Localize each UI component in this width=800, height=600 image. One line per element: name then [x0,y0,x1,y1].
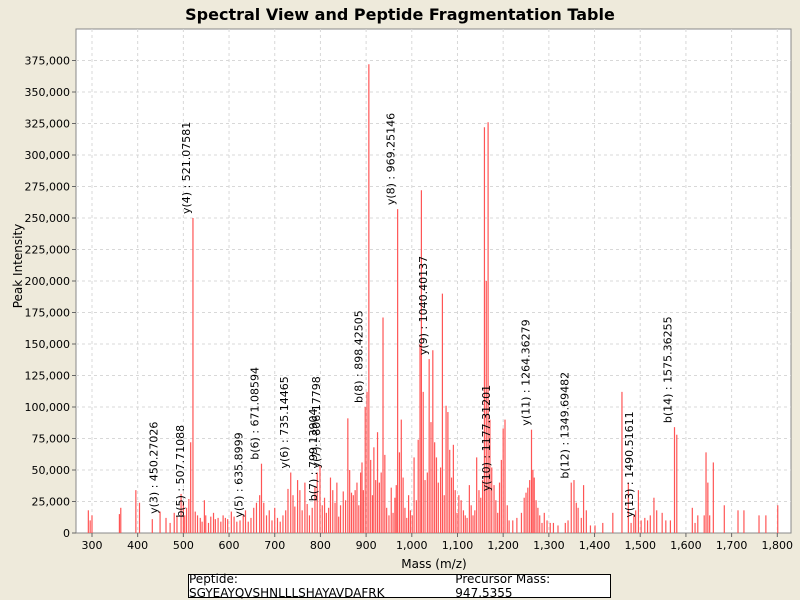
fragment-label: b(14) : 1575.36255 [662,316,675,423]
y-axis-label: Peak Intensity [11,224,25,309]
x-tick-label: 900 [356,539,377,552]
fragment-label: y(5) : 635.8999 [232,432,245,517]
y-tick-label: 50,000 [32,464,71,477]
x-tick-label: 1,100 [442,539,474,552]
y-tick-label: 225,000 [25,244,71,257]
fragment-annotations: y(3) : 450.27026 b(5) : 507.71088 y(4) : 5… [148,113,675,518]
x-tick-label: 1,600 [670,539,702,552]
fragment-label: b(7) : 799.13904 [307,409,320,502]
fragment-label: y(11) : 1264.36279 [520,319,533,425]
peptide-info-box: Peptide: SGYEAYQVSHNLLLSHAYAVDAFRK Precu… [188,572,611,600]
fragment-label: b(12) : 1349.69482 [559,372,572,479]
x-tick-label: 500 [173,539,194,552]
fragment-label: b(6) : 671.08594 [249,367,262,460]
fragment-label: y(6) : 735.14465 [278,376,291,468]
y-tick-label: 100,000 [25,401,71,414]
fragment-label: b(8) : 898.42505 [352,310,365,403]
fragment-label: y(3) : 450.27026 [148,422,161,514]
x-tick-label: 1,200 [487,539,519,552]
y-tick-label: 25,000 [32,496,71,509]
x-tick-label: 1,500 [624,539,656,552]
y-tick-label: 200,000 [25,275,71,288]
precursor-mass: Precursor Mass: 947.5355 [455,572,551,600]
peptide-sequence: Peptide: SGYEAYQVSHNLLLSHAYAVDAFRK [189,572,385,600]
y-tick-label: 125,000 [25,370,71,383]
x-tick-label: 300 [81,539,102,552]
x-axis-label: Mass (m/z) [401,557,466,571]
y-tick-label: 0 [63,527,70,540]
x-tick-label: 700 [264,539,285,552]
x-tick-label: 1,700 [716,539,748,552]
y-tick-label: 150,000 [25,338,71,351]
x-tick-label: 1,800 [762,539,794,552]
x-tick-label: 1,300 [533,539,565,552]
fragment-label: y(4) : 521.07581 [180,122,193,214]
y-tick-label: 250,000 [25,212,71,225]
fragment-label: y(13) : 1490.51611 [623,411,636,517]
peak-series [87,64,779,533]
chart-title: Spectral View and Peptide Fragmentation … [185,5,615,24]
y-tick-label: 375,000 [25,55,71,68]
y-tick-label: 175,000 [25,307,71,320]
x-tick-label: 400 [127,539,148,552]
x-tick-label: 1,400 [579,539,611,552]
fragment-label: y(7) : 806.17798 [310,376,323,468]
fragment-label: y(8) : 969.25146 [385,113,398,205]
y-tick-label: 350,000 [25,86,71,99]
y-tick-label: 325,000 [25,118,71,131]
fragment-label: y(9) : 1040.40137 [417,256,430,355]
y-tick-label: 275,000 [25,181,71,194]
x-tick-label: 600 [219,539,240,552]
axes: 0 25,000 50,000 75,000 100,000 125,000 150,000… [25,55,794,553]
grid-lines [76,29,791,533]
x-tick-label: 800 [310,539,331,552]
fragment-label: b(5) : 507.71088 [174,425,187,518]
fragment-label: y(10) : 1177.31201 [480,385,493,491]
y-tick-label: 75,000 [32,433,71,446]
x-tick-label: 1,000 [396,539,428,552]
y-tick-label: 300,000 [25,149,71,162]
